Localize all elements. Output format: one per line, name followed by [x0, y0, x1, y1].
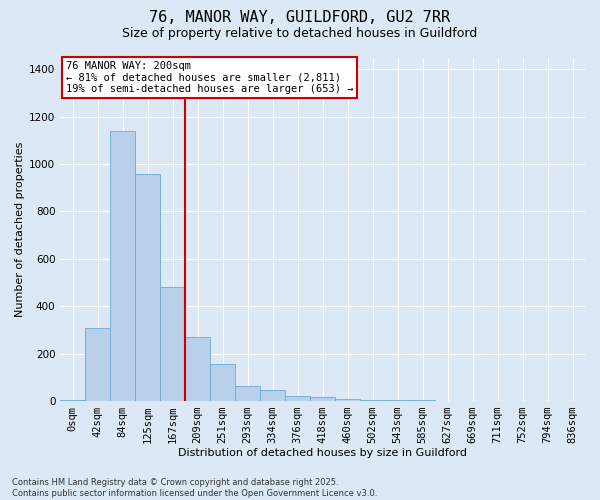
Bar — [235, 386, 260, 401]
Bar — [260, 390, 285, 401]
Text: Contains HM Land Registry data © Crown copyright and database right 2025.
Contai: Contains HM Land Registry data © Crown c… — [12, 478, 377, 498]
Bar — [135, 174, 160, 401]
Bar — [110, 131, 135, 401]
Text: 76, MANOR WAY, GUILDFORD, GU2 7RR: 76, MANOR WAY, GUILDFORD, GU2 7RR — [149, 10, 451, 25]
Bar — [335, 398, 360, 401]
Bar — [210, 364, 235, 401]
Text: 76 MANOR WAY: 200sqm
← 81% of detached houses are smaller (2,811)
19% of semi-de: 76 MANOR WAY: 200sqm ← 81% of detached h… — [65, 61, 353, 94]
Bar — [60, 400, 85, 401]
Bar — [310, 398, 335, 401]
Text: Size of property relative to detached houses in Guildford: Size of property relative to detached ho… — [122, 28, 478, 40]
Bar — [285, 396, 310, 401]
Bar — [185, 337, 210, 401]
Bar — [85, 328, 110, 401]
Bar — [360, 400, 385, 401]
Y-axis label: Number of detached properties: Number of detached properties — [15, 142, 25, 317]
Bar — [160, 288, 185, 401]
X-axis label: Distribution of detached houses by size in Guildford: Distribution of detached houses by size … — [178, 448, 467, 458]
